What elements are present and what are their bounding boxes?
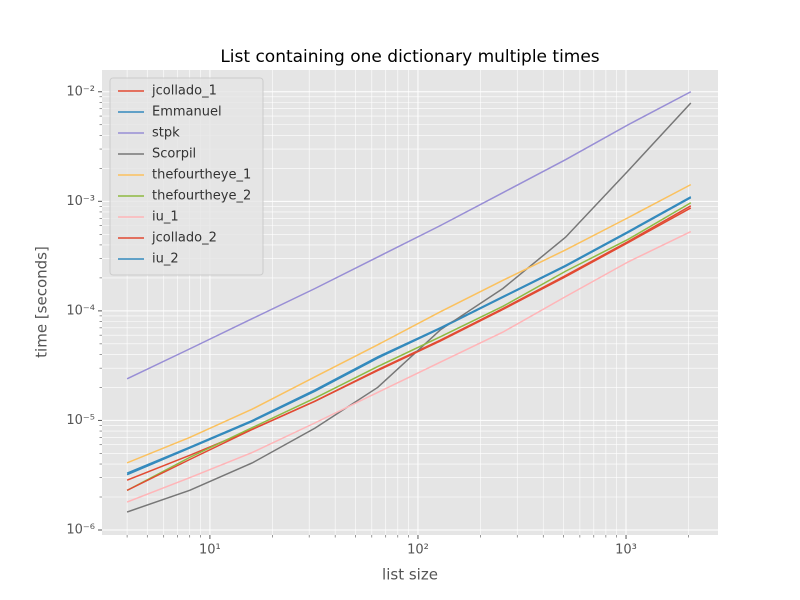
legend-label: thefourtheye_1 [152,168,251,183]
series-line [126,197,692,476]
series-line [126,207,692,492]
legend-label: iu_1 [152,210,179,225]
legend-label: jcollado_1 [151,84,217,99]
y-tick-label: 10⁻⁵ [66,413,95,428]
chart-title: List containing one dictionary multiple … [220,47,599,67]
legend-label: stpk [152,126,180,141]
series-line [126,202,692,492]
x-axis-label: list size [382,566,438,584]
legend-label: Scorpil [152,147,196,162]
legend-label: iu_2 [152,252,179,267]
y-tick-label: 10⁻⁶ [66,522,95,537]
series-line [126,183,692,464]
legend-box [109,77,264,276]
lines [126,91,692,513]
x-tick-label: 10¹ [199,543,221,558]
legend-label: thefourtheye_2 [152,189,251,204]
series-line [126,196,692,474]
y-tick-label: 10⁻³ [66,194,95,209]
y-tick-label: 10⁻⁴ [66,303,95,318]
series-line [126,230,692,503]
legend-label: Emmanuel [152,105,222,120]
series-line [126,91,692,380]
series-line [126,102,692,513]
x-tick-label: 10² [407,543,429,558]
y-axis-label: time [seconds] [33,246,51,358]
x-tick-label: 10³ [615,543,637,558]
legend-label: jcollado_2 [151,231,217,246]
y-tick-label: 10⁻² [66,84,95,99]
